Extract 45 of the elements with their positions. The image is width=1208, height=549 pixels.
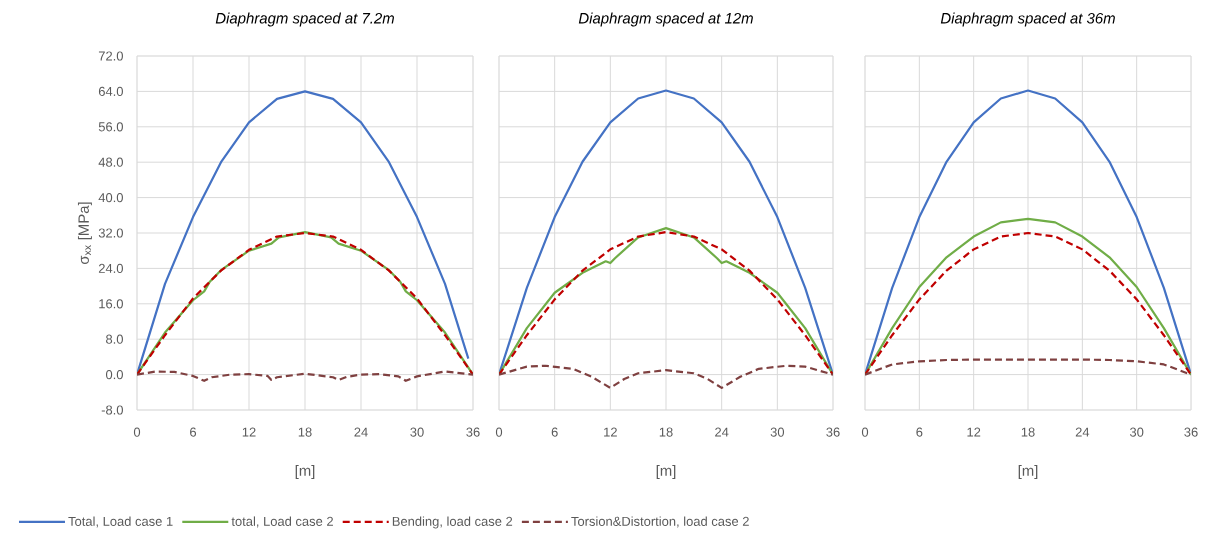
- chart-title: Diaphragm spaced at 36m: [940, 12, 1115, 27]
- x-tick-label: 6: [916, 427, 923, 437]
- x-tick-label: 6: [551, 427, 558, 437]
- y-tick-label: -8.0: [101, 405, 123, 415]
- chart-title: Diaphragm spaced at 12m: [578, 12, 753, 27]
- legend-label: total, Load case 2: [231, 516, 333, 528]
- y-tick-label: 8.0: [106, 334, 123, 344]
- y-axis-title: σ$_{xx}$ [MPa]: [77, 202, 92, 265]
- y-tick-label: 56.0: [98, 122, 123, 132]
- x-tick-label: 24: [715, 427, 729, 437]
- y-tick-label: 0.0: [105, 370, 123, 380]
- x-tick-label: 6: [190, 427, 197, 437]
- x-tick-label: 30: [1129, 427, 1144, 437]
- x-tick-label: 0: [861, 427, 869, 437]
- y-tick-label: 48.0: [98, 157, 123, 167]
- x-axis-title: [m]: [295, 465, 315, 479]
- x-tick-label: 0: [133, 427, 141, 437]
- x-tick-label: 36: [826, 427, 840, 437]
- x-tick-label: 18: [659, 427, 673, 437]
- y-tick-label: 64.0: [98, 86, 123, 96]
- x-tick-label: 24: [1075, 427, 1090, 437]
- x-tick-label: 30: [410, 427, 424, 437]
- x-tick-label: 0: [495, 427, 503, 437]
- x-tick-label: 36: [1184, 427, 1198, 437]
- chart-title: Diaphragm spaced at 7.2m: [215, 12, 394, 27]
- x-tick-label: 12: [967, 427, 981, 437]
- y-tick-label: 40.0: [98, 193, 123, 203]
- y-tick-label: 72.0: [98, 51, 123, 61]
- legend-label: Bending, load case 2: [392, 516, 513, 529]
- x-tick-label: 36: [466, 427, 480, 437]
- x-tick-label: 18: [298, 427, 312, 437]
- line-series: [137, 231, 473, 376]
- y-tick-label: 32.0: [98, 228, 123, 238]
- y-tick-label: 24.0: [98, 263, 123, 273]
- legend-label: Torsion&Distortion, load case 2: [571, 516, 749, 528]
- legend-label: Total, Load case 1: [68, 516, 173, 528]
- x-axis-title: [m]: [656, 465, 676, 479]
- y-tick-label: 16.0: [99, 299, 123, 309]
- x-axis-title: [m]: [1018, 465, 1038, 479]
- x-tick-label: 24: [354, 427, 368, 437]
- x-tick-label: 12: [604, 427, 617, 437]
- line-series: [137, 370, 473, 382]
- x-tick-label: 12: [242, 427, 256, 437]
- x-tick-label: 30: [770, 427, 785, 437]
- x-tick-label: 18: [1021, 427, 1035, 437]
